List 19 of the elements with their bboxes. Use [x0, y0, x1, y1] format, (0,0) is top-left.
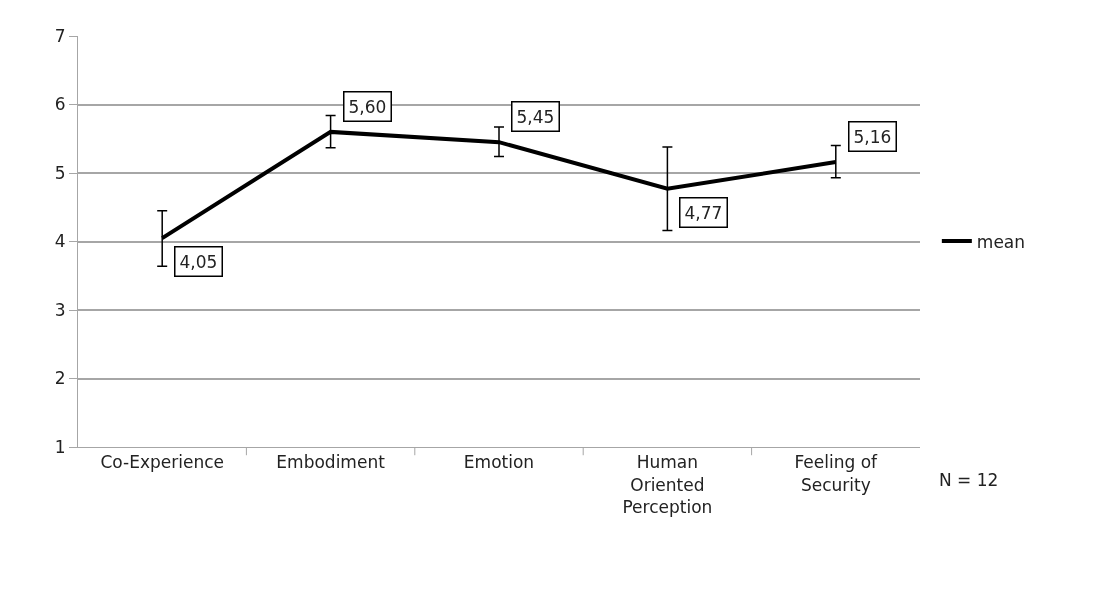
y-tick-label: 5 — [54, 162, 66, 183]
y-tick-label: 3 — [54, 299, 66, 320]
data-label: 5,60 — [348, 96, 387, 117]
x-tick-label: Feeling of Security — [794, 452, 879, 495]
x-tick-label: Embodiment — [276, 452, 386, 473]
y-tick-label: 2 — [54, 368, 66, 389]
x-tick-label: Human Oriented Perception — [622, 452, 713, 517]
x-tick-label: Co-Experience — [100, 452, 224, 473]
x-tick-label: Emotion — [463, 452, 535, 473]
y-tick-label: 4 — [54, 231, 66, 252]
legend-label: mean — [976, 231, 1026, 252]
data-label: 5,45 — [516, 106, 555, 127]
y-tick-label: 7 — [54, 25, 66, 46]
y-tick-label: 1 — [54, 436, 66, 457]
data-label: 4,77 — [684, 202, 723, 223]
data-label: 4,05 — [179, 251, 218, 272]
y-tick-label: 6 — [54, 94, 66, 115]
data-label: 5,16 — [853, 126, 892, 147]
text: N = 12 — [939, 470, 999, 490]
